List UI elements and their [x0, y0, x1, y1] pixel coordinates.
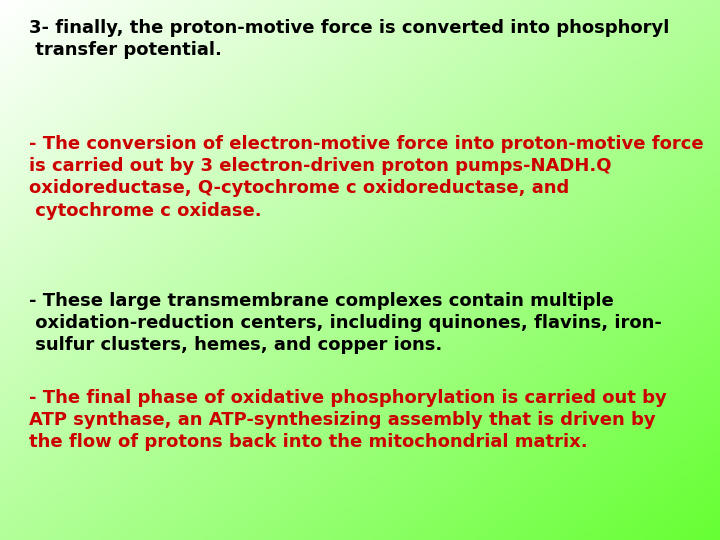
Text: 3- finally, the proton-motive force is converted into phosphoryl
 transfer poten: 3- finally, the proton-motive force is c…: [29, 19, 669, 59]
Text: - These large transmembrane complexes contain multiple
 oxidation-reduction cent: - These large transmembrane complexes co…: [29, 292, 662, 354]
Text: - The final phase of oxidative phosphorylation is carried out by
ATP synthase, a: - The final phase of oxidative phosphory…: [29, 389, 667, 451]
Text: - The conversion of electron-motive force into proton-motive force
is carried ou: - The conversion of electron-motive forc…: [29, 135, 703, 220]
